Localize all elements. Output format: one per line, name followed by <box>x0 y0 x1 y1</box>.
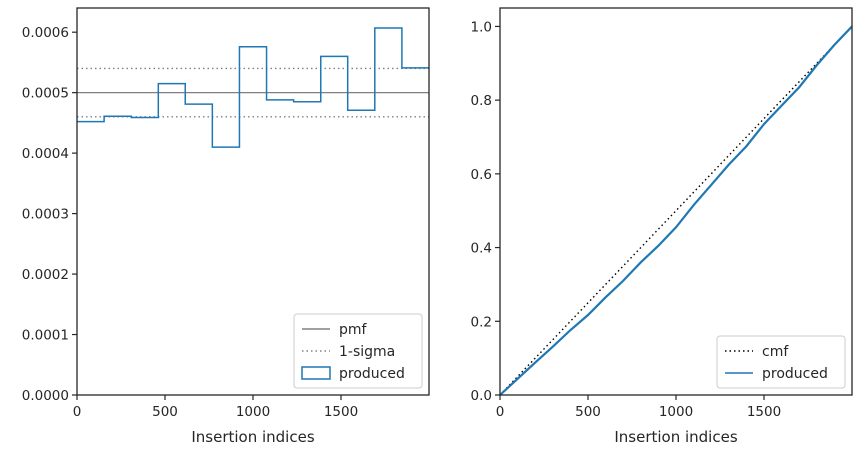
x-tick-label: 500 <box>152 404 178 420</box>
y-tick-label: 0.6 <box>471 167 492 183</box>
y-tick-label: 0.0 <box>471 388 492 404</box>
x-axis-label: Insertion indices <box>191 428 314 446</box>
legend: pmf 1-sigma produced <box>293 313 423 389</box>
legend-label-produced: produced <box>762 366 828 382</box>
legend-label-cmf: cmf <box>762 344 789 360</box>
y-tick-label: 0.0000 <box>22 388 69 404</box>
y-tick-label: 0.0004 <box>22 146 69 162</box>
y-tick-label: 0.8 <box>471 93 492 109</box>
y-tick-label: 0.0001 <box>22 328 69 344</box>
y-tick-label: 0.0002 <box>22 267 69 283</box>
x-tick-label: 1500 <box>747 404 781 420</box>
y-tick-label: 0.4 <box>471 241 492 257</box>
x-tick-label: 0 <box>73 404 82 420</box>
x-tick-label: 1000 <box>659 404 693 420</box>
y-tick-label: 0.2 <box>471 314 492 330</box>
x-tick-label: 1000 <box>236 404 270 420</box>
legend-handle-produced <box>301 366 331 380</box>
left-panel-pmf: 0 500 1000 1500 0.0000 0.0001 0.0002 0.0003 0.00… <box>22 7 430 446</box>
x-tick-label: 1500 <box>324 404 358 420</box>
legend-label-1-sigma: 1-sigma <box>339 344 395 360</box>
x-tick-label: 0 <box>496 404 505 420</box>
legend-box <box>716 335 846 389</box>
legend-label-pmf: pmf <box>339 322 368 338</box>
right-panel-cmf: 0 500 1000 1500 0.0 0.2 0.4 0.6 0.8 1.0 Insertion … <box>471 7 853 446</box>
legend-label-produced: produced <box>339 366 405 382</box>
x-axis-label: Insertion indices <box>614 428 737 446</box>
produced-cumulative-line <box>499 25 853 396</box>
y-tick-label: 0.0005 <box>22 86 69 102</box>
legend-box <box>293 313 423 389</box>
legend: cmf produced <box>716 335 846 389</box>
x-tick-label: 500 <box>575 404 601 420</box>
produced-step-line <box>77 27 429 148</box>
y-tick-label: 1.0 <box>471 19 492 35</box>
y-tick-label: 0.0003 <box>22 207 69 223</box>
y-tick-label: 0.0006 <box>22 25 69 41</box>
